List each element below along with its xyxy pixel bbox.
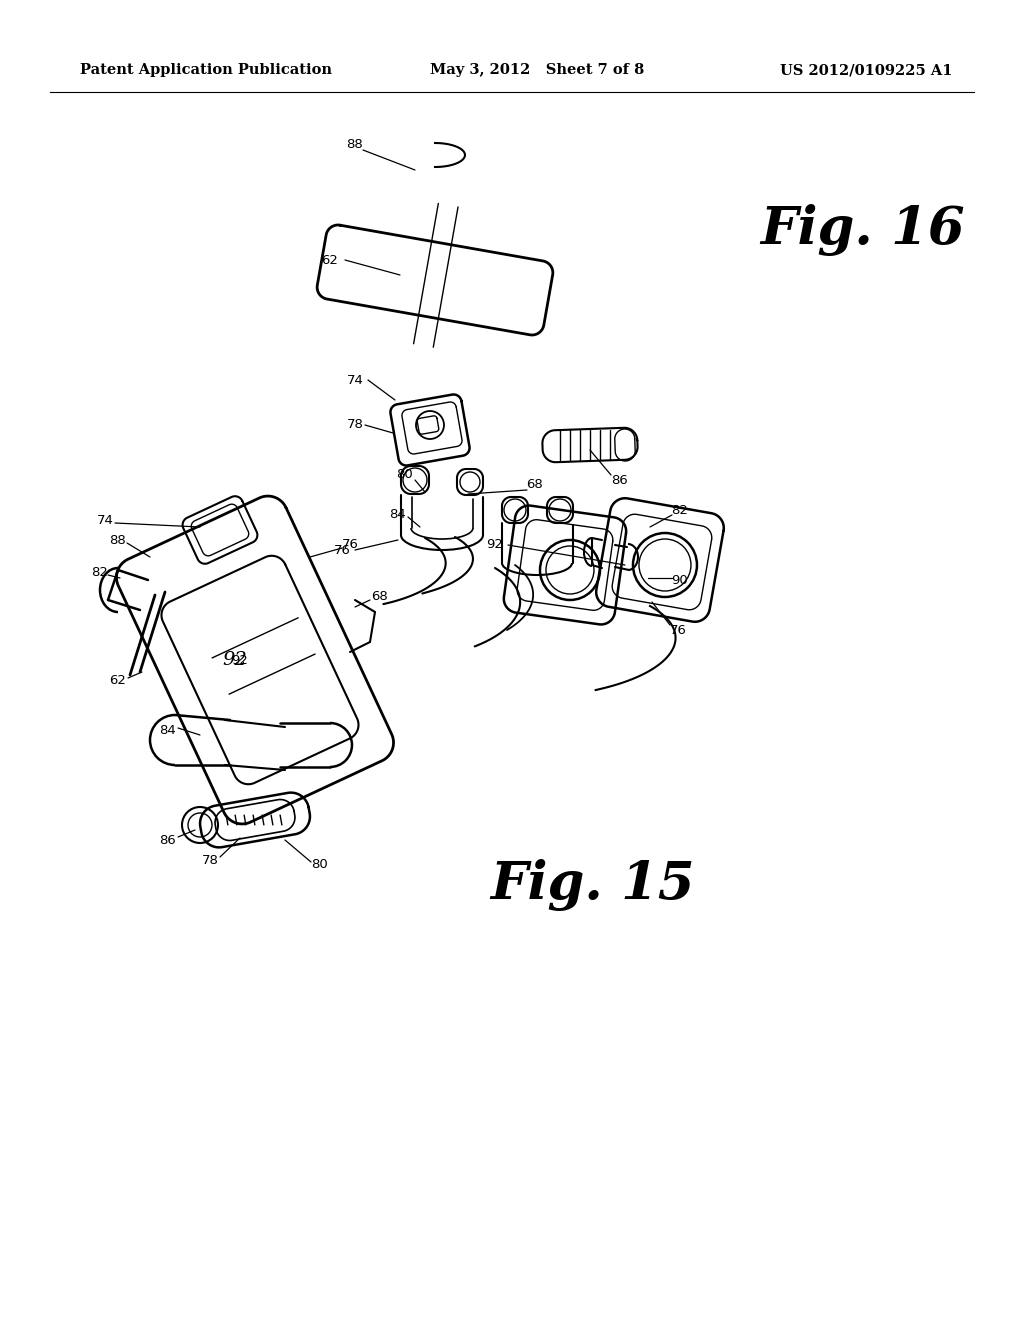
Text: 80: 80 (396, 469, 414, 482)
Text: 88: 88 (346, 139, 364, 152)
Text: 92: 92 (222, 651, 248, 669)
Text: Patent Application Publication: Patent Application Publication (80, 63, 332, 77)
Text: 84: 84 (160, 723, 176, 737)
Text: 92: 92 (231, 653, 249, 667)
Text: 68: 68 (526, 479, 544, 491)
Text: 76: 76 (670, 623, 686, 636)
Text: 86: 86 (611, 474, 629, 487)
Text: Fig. 15: Fig. 15 (490, 859, 694, 911)
Text: 92: 92 (486, 539, 504, 552)
Text: 78: 78 (346, 418, 364, 432)
Text: May 3, 2012   Sheet 7 of 8: May 3, 2012 Sheet 7 of 8 (430, 63, 644, 77)
Text: Fig. 16: Fig. 16 (760, 205, 965, 256)
Text: 62: 62 (322, 253, 338, 267)
Text: 74: 74 (96, 513, 114, 527)
Text: 90: 90 (672, 573, 688, 586)
Text: US 2012/0109225 A1: US 2012/0109225 A1 (780, 63, 952, 77)
Text: 68: 68 (372, 590, 388, 603)
Text: 76: 76 (342, 539, 358, 552)
Text: 62: 62 (110, 673, 126, 686)
Text: 78: 78 (202, 854, 218, 866)
Text: 82: 82 (91, 565, 109, 578)
Text: 80: 80 (311, 858, 329, 871)
Text: 74: 74 (346, 374, 364, 387)
Text: 86: 86 (160, 833, 176, 846)
Text: 82: 82 (672, 503, 688, 516)
Text: 84: 84 (389, 508, 407, 521)
Text: 76: 76 (334, 544, 350, 557)
Text: 88: 88 (110, 533, 126, 546)
